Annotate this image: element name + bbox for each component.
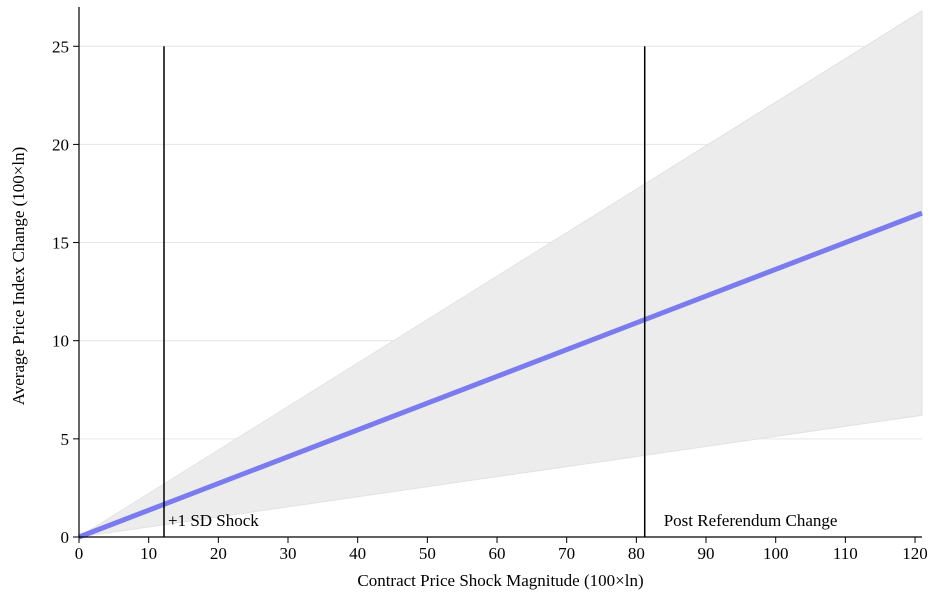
x-tick-label-80: 80 [628, 544, 645, 563]
x-tick-label-110: 110 [833, 544, 858, 563]
x-tick-label-0: 0 [75, 544, 84, 563]
x-tick-label-70: 70 [558, 544, 575, 563]
axes: 0 10 20 30 40 50 60 70 80 90 100 110 120 0 5 10 15 20 25 [52, 7, 928, 563]
y-tick-label-0: 0 [61, 528, 70, 547]
confidence-band-layer [78, 10, 923, 538]
y-axis-title: Average Price Index Change (100×ln) [9, 147, 28, 406]
x-tick-label-60: 60 [489, 544, 506, 563]
series-layer [78, 210, 923, 540]
x-tick-label-10: 10 [140, 544, 157, 563]
x-tick-label-90: 90 [698, 544, 715, 563]
x-tick-label-40: 40 [349, 544, 366, 563]
x-tick-label-100: 100 [763, 544, 789, 563]
reference-line-label-1: +1 SD Shock [168, 511, 259, 530]
reference-line-label-2: Post Referendum Change [664, 511, 838, 530]
y-tick-label-10: 10 [52, 332, 69, 351]
x-tick-label-120: 120 [902, 544, 928, 563]
reference-lines-layer: +1 SD Shock Post Referendum Change [163, 46, 838, 537]
x-tick-label-20: 20 [210, 544, 227, 563]
x-axis-title: Contract Price Shock Magnitude (100×ln) [357, 571, 643, 590]
x-tick-label-30: 30 [280, 544, 297, 563]
y-tick-label-20: 20 [52, 135, 69, 154]
x-tick-label-50: 50 [419, 544, 436, 563]
y-tick-label-25: 25 [52, 37, 69, 56]
y-tick-label-5: 5 [61, 430, 70, 449]
y-tick-label-15: 15 [52, 234, 69, 253]
confidence-band [78, 10, 923, 538]
series-line-0 [78, 210, 923, 540]
